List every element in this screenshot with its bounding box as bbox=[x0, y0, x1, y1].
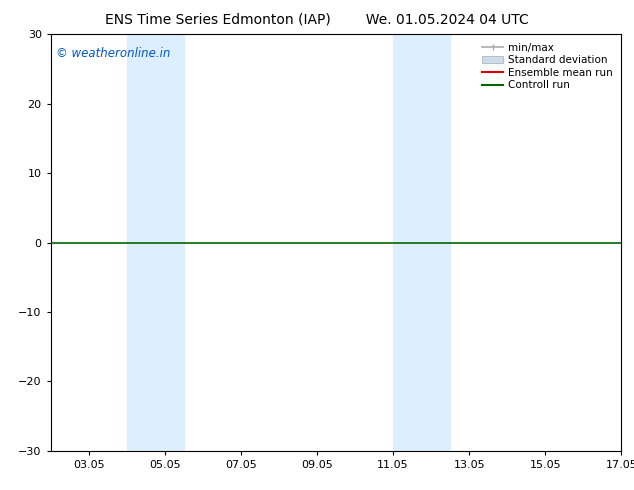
Text: © weatheronline.in: © weatheronline.in bbox=[56, 47, 171, 60]
Text: ENS Time Series Edmonton (IAP)        We. 01.05.2024 04 UTC: ENS Time Series Edmonton (IAP) We. 01.05… bbox=[105, 12, 529, 26]
Bar bbox=[127, 34, 184, 451]
Legend: min/max, Standard deviation, Ensemble mean run, Controll run: min/max, Standard deviation, Ensemble me… bbox=[479, 40, 616, 94]
Bar bbox=[393, 34, 450, 451]
